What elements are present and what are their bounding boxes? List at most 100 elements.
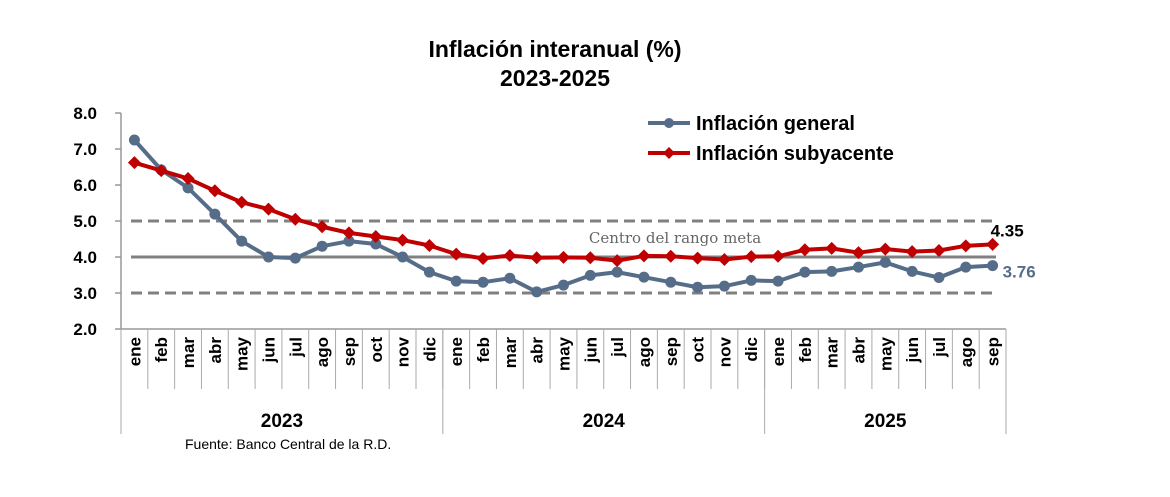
data-point-subyacente [342, 226, 356, 240]
data-point-subyacente [637, 249, 651, 263]
data-point-general [423, 266, 435, 278]
y-tick-label: 8.0 [73, 104, 97, 123]
year-label: 2023 [261, 411, 303, 432]
x-tick-label: sep [340, 337, 359, 366]
data-point-subyacente [771, 249, 785, 263]
series-group: 4.35 3.76 [127, 134, 1036, 298]
x-tick-label: abr [206, 337, 225, 364]
data-point-general [236, 235, 248, 247]
data-point-general [450, 275, 462, 287]
x-tick-label: ago [313, 337, 332, 367]
x-tick-label: ene [125, 337, 144, 366]
x-tick-label: jun [581, 337, 600, 364]
data-point-subyacente [852, 246, 865, 260]
data-point-general [584, 269, 596, 281]
data-point-subyacente [557, 250, 570, 264]
data-point-subyacente [583, 251, 597, 265]
y-tick-label: 5.0 [73, 212, 97, 231]
data-point-general [879, 256, 891, 268]
data-point-general [531, 286, 543, 298]
data-point-general [772, 275, 784, 287]
data-point-subyacente [369, 229, 383, 243]
data-point-general [987, 260, 999, 272]
x-tick-label: ene [769, 337, 788, 366]
data-point-subyacente [449, 247, 463, 261]
x-tick-label: feb [796, 337, 815, 363]
x-tick-label: jul [930, 337, 949, 358]
data-point-subyacente [127, 156, 141, 170]
source-note: Fuente: Banco Central de la R.D. [185, 436, 391, 452]
data-point-subyacente [181, 172, 195, 186]
data-point-general [370, 238, 382, 250]
x-tick-label: jun [903, 337, 922, 364]
x-tick-label: ene [447, 337, 466, 366]
data-point-subyacente [798, 243, 812, 257]
data-point-subyacente [262, 202, 275, 216]
y-tick-label: 4.0 [73, 248, 97, 267]
data-point-subyacente [825, 241, 839, 255]
data-point-subyacente [476, 251, 490, 265]
year-label: 2025 [864, 411, 907, 432]
data-point-general [745, 274, 757, 286]
x-tick-label: feb [152, 337, 171, 363]
data-point-subyacente [530, 251, 544, 265]
data-point-general [638, 271, 650, 283]
legend-item-general: Inflación general [648, 113, 855, 135]
data-point-general [316, 240, 328, 252]
data-point-general [799, 266, 811, 278]
y-tick-label: 3.0 [73, 284, 97, 303]
x-tick-label: may [233, 336, 252, 371]
y-tick-label: 6.0 [73, 176, 97, 195]
data-point-subyacente [610, 254, 624, 268]
data-point-subyacente [208, 184, 222, 198]
data-point-general [128, 134, 140, 146]
data-point-general [826, 265, 838, 277]
data-point-subyacente [905, 245, 919, 259]
data-point-general [853, 261, 864, 273]
x-tick-label: nov [394, 336, 413, 367]
end-label-subyacente: 4.35 [991, 221, 1024, 240]
data-point-subyacente [878, 242, 892, 256]
x-tick-label: mar [823, 337, 842, 369]
year-label: 2024 [583, 411, 626, 432]
data-point-general [397, 251, 409, 263]
x-tick-label: sep [662, 337, 681, 366]
chart-subtitle: 2023-2025 [500, 65, 610, 91]
x-tick-label: dic [420, 337, 439, 362]
x-tick-label: may [555, 336, 574, 371]
data-point-general [960, 261, 972, 273]
x-tick-label: nov [715, 336, 734, 367]
data-point-subyacente [664, 249, 678, 263]
data-point-subyacente [288, 212, 302, 226]
target-range-label: Centro del rango meta [589, 229, 761, 247]
legend-label-subyacente: Inflación subyacente [696, 143, 894, 165]
chart-title: Inflación interanual (%) [428, 36, 681, 62]
legend-item-subyacente: Inflación subyacente [648, 143, 894, 165]
data-point-subyacente [503, 249, 517, 263]
data-point-general [504, 272, 516, 284]
data-point-general [209, 208, 221, 220]
x-tick-label: mar [501, 337, 520, 369]
data-point-general [558, 279, 569, 291]
data-point-subyacente [986, 237, 1000, 251]
data-point-general [477, 276, 489, 288]
series-line-subyacente [133, 160, 993, 263]
x-tick-label: jun [260, 337, 279, 364]
x-axis: ene feb mar abr may jun jul ago sep oct nov dic ene f… [120, 328, 1007, 434]
data-point-subyacente [396, 233, 410, 247]
data-point-subyacente [744, 250, 758, 264]
x-tick-label: oct [689, 337, 708, 363]
end-label-general: 3.76 [1003, 263, 1036, 282]
data-point-subyacente [932, 244, 946, 258]
data-point-general [263, 251, 274, 263]
data-point-subyacente [717, 253, 731, 267]
x-tick-label: may [876, 336, 895, 371]
data-point-subyacente [315, 220, 329, 234]
legend-marker-general [664, 118, 674, 128]
y-tick-label: 7.0 [73, 140, 97, 159]
data-point-general [182, 182, 194, 194]
data-point-subyacente [154, 164, 168, 178]
x-tick-label: ago [635, 337, 654, 367]
data-point-general [692, 281, 704, 293]
